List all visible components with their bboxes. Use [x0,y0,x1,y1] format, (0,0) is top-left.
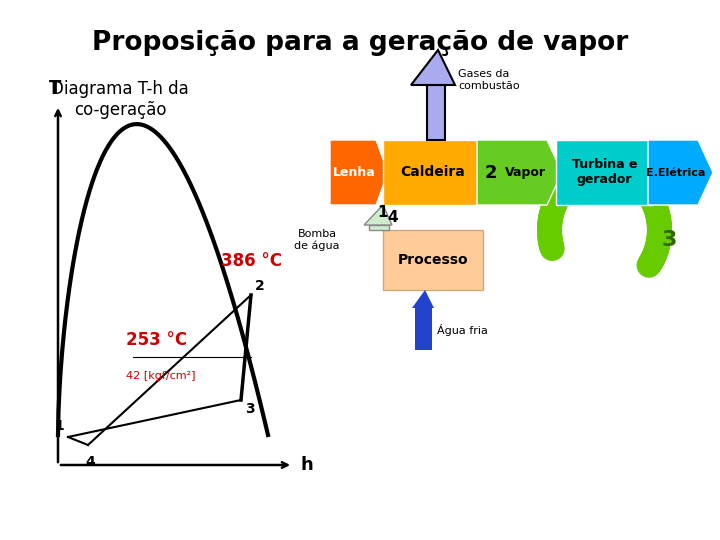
Text: Água fria: Água fria [437,324,488,336]
Text: Caldeira: Caldeira [400,165,465,179]
Text: Gases da
combustão: Gases da combustão [458,69,520,91]
Polygon shape [364,205,392,225]
Text: 1: 1 [378,205,388,220]
Text: Processo: Processo [397,253,468,267]
Text: 4: 4 [85,455,95,469]
Text: 253 °C: 253 °C [126,331,187,349]
Text: 3: 3 [245,402,255,416]
Text: 2: 2 [485,164,498,181]
Bar [383,230,483,290]
Text: Diagrama T-h da
co-geração: Diagrama T-h da co-geração [51,80,189,119]
Text: 2: 2 [255,279,265,293]
Bar [427,85,445,140]
Bar [556,140,653,205]
Text: Vapor: Vapor [505,166,546,179]
Polygon shape [330,140,388,205]
Text: 1: 1 [54,419,64,433]
Text: E.Elétrica: E.Elétrica [646,167,705,178]
Text: Bomba
de água: Bomba de água [294,229,340,251]
Bar [383,140,483,205]
Text: Turbina e
gerador: Turbina e gerador [572,159,637,186]
Text: Proposição para a geração de vapor: Proposição para a geração de vapor [92,30,628,56]
Text: 4: 4 [387,210,398,225]
Polygon shape [477,140,562,205]
Text: 386 °C: 386 °C [221,252,282,270]
Polygon shape [411,50,455,85]
Bar [415,308,432,350]
Text: Lenha: Lenha [333,166,375,179]
Text: T: T [49,79,61,97]
Polygon shape [648,140,713,205]
Text: 42 [kgf/cm²]: 42 [kgf/cm²] [126,371,196,381]
Polygon shape [412,290,434,308]
Text: 3: 3 [662,230,678,250]
Text: h: h [301,456,314,474]
Bar [369,225,389,230]
